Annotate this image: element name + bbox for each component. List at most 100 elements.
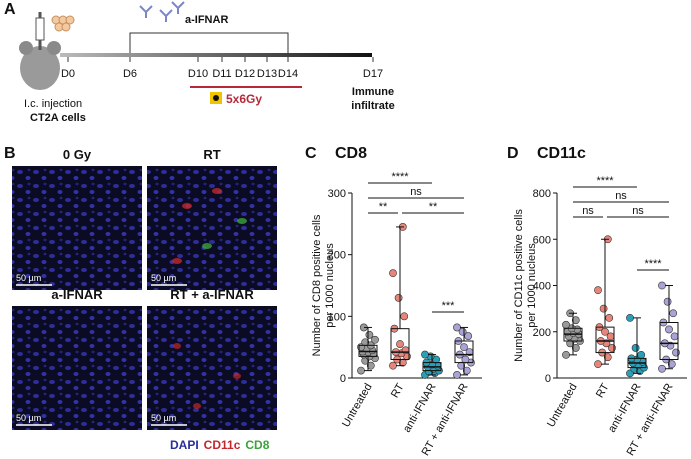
day-label: D13 bbox=[257, 68, 277, 80]
box bbox=[390, 328, 410, 360]
radiation-label: 5x6Gy bbox=[226, 92, 262, 106]
data-point bbox=[371, 335, 379, 344]
data-point bbox=[672, 348, 680, 357]
data-point bbox=[594, 360, 602, 369]
panel-letter: B bbox=[4, 145, 16, 162]
data-point bbox=[361, 338, 370, 347]
data-point bbox=[453, 371, 461, 379]
y-tick-label: 0 bbox=[340, 373, 346, 385]
data-point bbox=[599, 304, 608, 313]
data-point bbox=[461, 355, 470, 364]
y-tick-label: 800 bbox=[533, 188, 551, 200]
y-axis-label: Number of CD8 positive cells bbox=[311, 214, 323, 356]
significance-label: ** bbox=[429, 201, 438, 213]
day-label: D6 bbox=[123, 68, 137, 80]
significance-label: ns bbox=[410, 186, 422, 198]
day-label: D10 bbox=[188, 68, 208, 80]
day-label: D0 bbox=[61, 68, 75, 80]
data-point bbox=[389, 361, 397, 370]
micrograph bbox=[12, 306, 142, 430]
data-point bbox=[562, 320, 570, 329]
cell-signal bbox=[193, 403, 201, 409]
panel-letter: C bbox=[305, 145, 317, 162]
data-point bbox=[601, 327, 609, 336]
legend-entry: DAPI bbox=[170, 438, 199, 452]
data-point bbox=[562, 350, 570, 359]
data-point bbox=[357, 366, 365, 375]
antibody-icons bbox=[139, 1, 185, 22]
injection-label: CT2A cells bbox=[30, 112, 86, 124]
data-point bbox=[594, 286, 602, 295]
data-point bbox=[365, 330, 374, 339]
data-point bbox=[658, 281, 666, 290]
data-point bbox=[667, 360, 676, 369]
scale-label: 50 µm bbox=[151, 413, 176, 423]
legend-entry: CD11c bbox=[204, 438, 241, 452]
micrograph bbox=[12, 166, 142, 290]
cell-signal bbox=[233, 373, 241, 379]
significance-label: ns bbox=[632, 205, 644, 217]
x-tick-label: Untreated bbox=[340, 382, 375, 430]
cell-signal bbox=[212, 188, 222, 194]
panel-letter: D bbox=[507, 145, 519, 162]
image-title: RT bbox=[203, 147, 220, 162]
x-tick-label: RT bbox=[389, 381, 407, 400]
panel-letter: A bbox=[4, 1, 16, 18]
endpoint-label: Immune bbox=[352, 86, 394, 98]
data-point bbox=[460, 343, 468, 352]
box bbox=[659, 322, 679, 360]
data-point bbox=[631, 344, 640, 352]
x-tick-label: RT bbox=[594, 381, 612, 400]
data-point bbox=[571, 316, 580, 325]
significance-label: ns bbox=[615, 190, 627, 202]
cell-signal bbox=[202, 243, 212, 249]
endpoint-label: infiltrate bbox=[351, 100, 394, 112]
mouse-icon bbox=[19, 12, 75, 90]
day-label: D11 bbox=[212, 68, 231, 80]
cell-signal bbox=[182, 203, 192, 209]
data-point bbox=[389, 269, 397, 278]
scale-label: 50 µm bbox=[16, 273, 41, 283]
data-point bbox=[464, 332, 473, 340]
scale-label: 50 µm bbox=[151, 273, 176, 283]
drug-label: a-IFNAR bbox=[185, 14, 228, 26]
y-axis-label: per 1000 nucleus bbox=[526, 243, 538, 328]
data-point bbox=[400, 312, 409, 321]
injection-label: I.c. injection bbox=[24, 98, 82, 110]
data-point bbox=[605, 313, 614, 322]
data-point bbox=[396, 340, 404, 348]
data-point bbox=[670, 332, 679, 341]
scale-label: 50 µm bbox=[16, 413, 41, 423]
significance-label: **** bbox=[644, 258, 662, 270]
data-point bbox=[366, 361, 375, 370]
data-point bbox=[462, 366, 471, 375]
box bbox=[454, 340, 474, 364]
y-tick-label: 200 bbox=[533, 327, 551, 339]
data-point bbox=[665, 325, 673, 334]
data-point bbox=[669, 309, 678, 318]
cell-signal bbox=[173, 343, 181, 349]
data-point bbox=[626, 313, 634, 322]
significance-label: **** bbox=[391, 171, 409, 183]
significance-label: ns bbox=[582, 205, 594, 217]
significance-label: **** bbox=[596, 175, 614, 187]
x-tick-label: anti-IFNAR bbox=[401, 381, 439, 434]
radiation-icon bbox=[210, 92, 222, 104]
chart-title: CD11c bbox=[537, 145, 586, 162]
significance-label: *** bbox=[442, 300, 456, 312]
x-tick-label: anti-IFNAR bbox=[606, 381, 644, 434]
significance-label: ** bbox=[379, 201, 388, 213]
y-tick-label: 0 bbox=[545, 373, 551, 385]
image-title: RT + a-IFNAR bbox=[170, 287, 254, 302]
data-point bbox=[453, 323, 461, 332]
cell-signal bbox=[237, 218, 247, 224]
day-label: D14 bbox=[278, 68, 298, 80]
y-tick-label: 400 bbox=[533, 281, 551, 293]
data-point bbox=[421, 350, 429, 359]
day-label: D17 bbox=[363, 68, 383, 80]
legend-entry: CD8 bbox=[245, 438, 269, 452]
y-axis-label: per 1000 nucleus bbox=[324, 243, 336, 328]
data-point bbox=[457, 361, 466, 370]
data-point bbox=[571, 344, 580, 352]
